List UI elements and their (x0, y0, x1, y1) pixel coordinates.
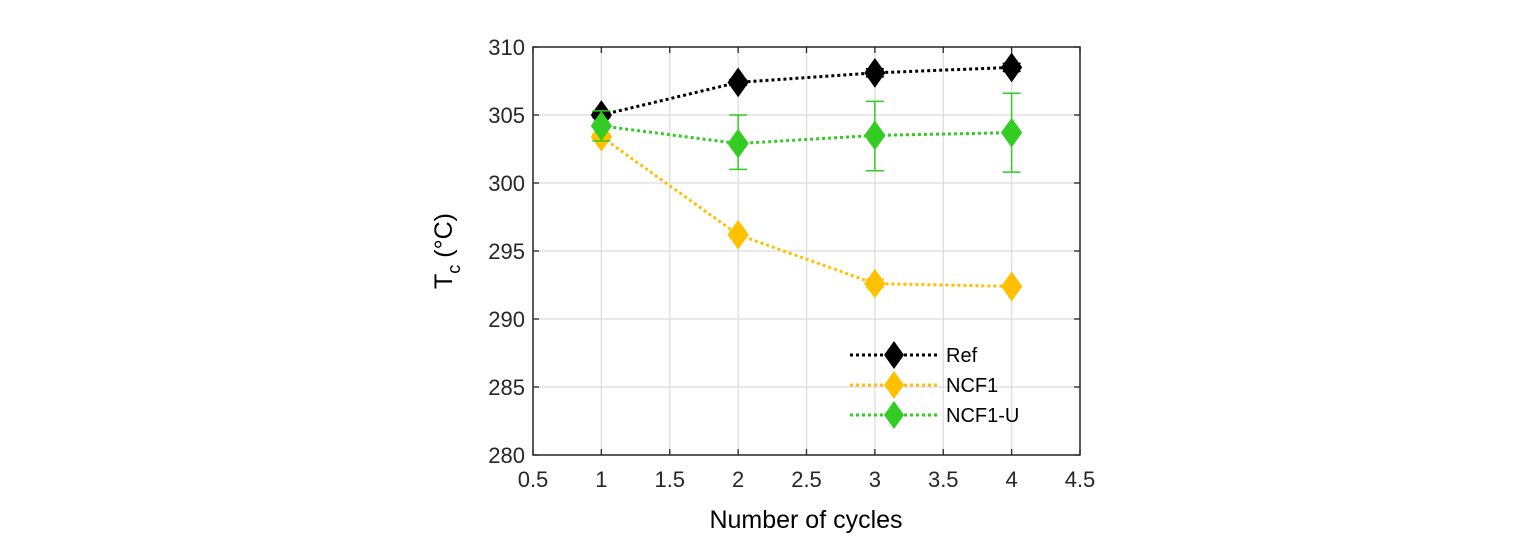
x-tick-label: 1.5 (654, 467, 685, 492)
data-point-marker (727, 219, 749, 250)
series-line (600, 135, 1012, 288)
legend-item-ncf1-u: NCF1-U (850, 401, 1019, 429)
legend-marker (884, 341, 904, 369)
data-point-marker (1001, 52, 1023, 83)
x-tick-label: 3 (869, 467, 881, 492)
y-tick-label: 290 (488, 307, 525, 332)
data-point-marker (727, 67, 749, 98)
x-tick-label: 2 (732, 467, 744, 492)
data-point-marker (864, 120, 886, 151)
legend-label: Ref (946, 345, 978, 367)
series-ncf1-u (590, 92, 1023, 173)
y-axis-label-unit: (°C) (430, 213, 458, 265)
series-line (601, 124, 1012, 146)
legend-label: NCF1-U (946, 405, 1019, 427)
data-point-marker (864, 57, 886, 88)
data-point-marker (727, 128, 749, 159)
y-axis-label-subscript: c (444, 265, 464, 274)
data-point-marker (590, 111, 612, 141)
legend-label: NCF1 (946, 375, 998, 397)
data-point-marker (864, 268, 886, 299)
legend-item-ncf1: NCF1 (850, 371, 998, 399)
legend-marker (884, 401, 904, 429)
x-tick-label: 3.5 (928, 467, 959, 492)
x-tick-label: 0.5 (518, 467, 549, 492)
data-point-marker (1001, 271, 1023, 302)
y-axis-label: Tc (°C) (430, 213, 464, 289)
legend-item-ref: Ref (850, 341, 978, 369)
series-ncf1 (590, 121, 1023, 302)
y-tick-label: 295 (488, 239, 525, 264)
x-axis-label: Number of cycles (709, 506, 902, 534)
legend-marker (884, 371, 904, 399)
legend: Ref NCF1 NCF1-U (850, 341, 1019, 429)
y-tick-label: 280 (488, 443, 525, 468)
y-tick-label: 300 (488, 171, 525, 196)
ticks: 0.5 1 1.5 2 2.5 3 3.5 4 4.5 280 285 290 295 300 305 310 (488, 35, 1095, 492)
y-tick-label: 285 (488, 375, 525, 400)
x-tick-label: 1 (595, 467, 607, 492)
series-layer (590, 52, 1023, 302)
y-axis-label-main: T (430, 274, 458, 289)
x-tick-label: 4 (1006, 467, 1018, 492)
data-point-marker (1001, 117, 1023, 148)
x-tick-label: 2.5 (791, 467, 822, 492)
y-tick-label: 305 (488, 103, 525, 128)
x-tick-label: 4.5 (1065, 467, 1096, 492)
y-tick-label: 310 (488, 35, 525, 60)
